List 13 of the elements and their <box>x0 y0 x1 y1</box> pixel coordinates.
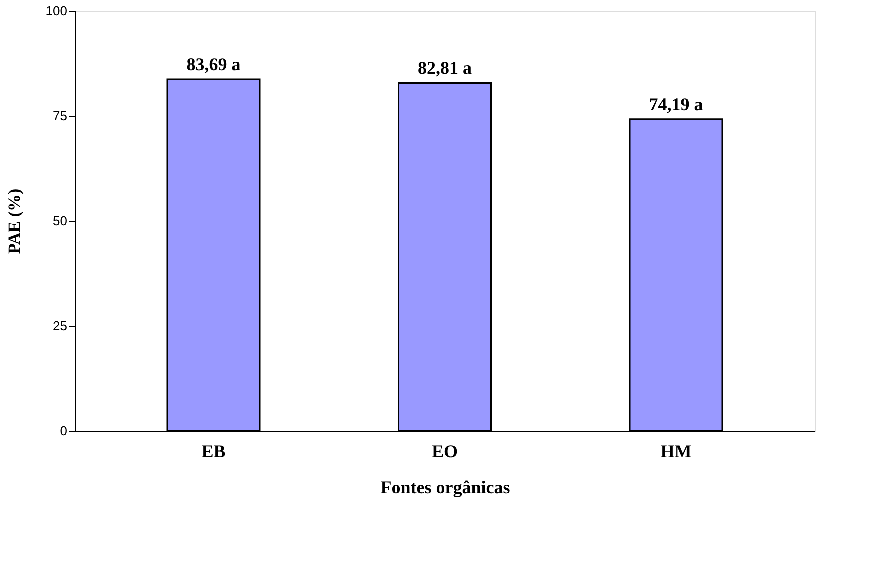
y-tick-label: 0 <box>60 424 68 438</box>
x-axis-title: Fontes orgânicas <box>380 478 510 498</box>
x-tick-label: HM <box>660 442 692 462</box>
y-tick-label: 75 <box>53 108 68 124</box>
y-tick-label: 100 <box>46 4 68 18</box>
x-tick-label: EB <box>202 442 226 462</box>
x-tick-label: EO <box>432 442 458 462</box>
y-tick-label: 25 <box>53 318 68 334</box>
y-tick-label: 50 <box>53 214 68 228</box>
data-label: 82,81 a <box>418 58 472 78</box>
y-axis-title: PAE (%) <box>4 188 24 254</box>
data-label: 83,69 a <box>186 54 241 74</box>
data-label: 74,19 a <box>649 94 704 114</box>
